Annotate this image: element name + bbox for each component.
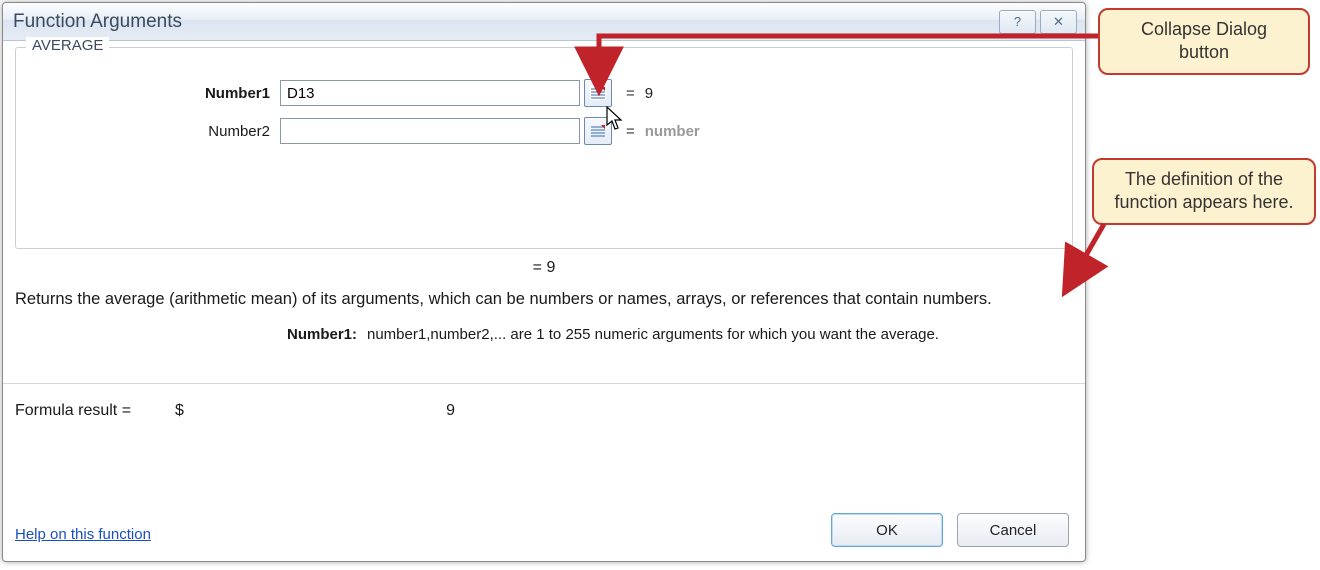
- collapse-dialog-button-2[interactable]: [584, 117, 612, 145]
- formula-result-row: Formula result = $ 9: [15, 402, 1073, 420]
- arg-row-number1: Number1 = 9: [30, 76, 1058, 110]
- collapse-icon: [590, 86, 606, 100]
- help-on-this-function-link[interactable]: Help on this function: [15, 526, 151, 543]
- help-button[interactable]: ?: [999, 10, 1036, 34]
- argument-help-text: number1,number2,... are 1 to 255 numeric…: [367, 326, 1073, 343]
- overall-result-equals: = 9: [15, 259, 1073, 277]
- arg-input-number2[interactable]: [280, 118, 580, 144]
- cancel-button[interactable]: Cancel: [957, 513, 1069, 547]
- dialog-body: AVERAGE Number1: [3, 41, 1085, 561]
- close-icon: ✕: [1053, 14, 1064, 30]
- formula-result-currency: $: [175, 402, 235, 420]
- group-legend: AVERAGE: [26, 37, 109, 54]
- arg-input-number1[interactable]: [280, 80, 580, 106]
- close-button[interactable]: ✕: [1040, 10, 1077, 34]
- callout-line: Collapse Dialog: [1116, 18, 1292, 41]
- argument-help-label: Number1:: [15, 326, 367, 343]
- callout-line: function appears here.: [1110, 191, 1298, 214]
- ok-button[interactable]: OK: [831, 513, 943, 547]
- button-bar: OK Cancel: [831, 513, 1069, 547]
- arg-label-number1: Number1: [30, 85, 280, 102]
- arg-row-number2: Number2 = number: [30, 114, 1058, 148]
- arg-result-number2: number: [645, 123, 700, 140]
- callout-line: The definition of the: [1110, 168, 1298, 191]
- equals-sign: =: [626, 123, 635, 140]
- collapse-dialog-button-1[interactable]: [584, 79, 612, 107]
- callout-definition: The definition of the function appears h…: [1092, 158, 1316, 225]
- equals-sign: =: [626, 85, 635, 102]
- formula-result-value: 9: [235, 402, 495, 420]
- titlebar: Function Arguments ? ✕: [3, 3, 1085, 41]
- dialog-title: Function Arguments: [13, 11, 995, 33]
- function-arguments-dialog: Function Arguments ? ✕ AVERAGE Number1: [2, 2, 1086, 562]
- arg-result-number1: 9: [645, 85, 653, 102]
- formula-result-label: Formula result =: [15, 402, 175, 420]
- callout-line: button: [1116, 41, 1292, 64]
- arg-label-number2: Number2: [30, 123, 280, 140]
- help-icon: ?: [1014, 14, 1021, 29]
- function-description: Returns the average (arithmetic mean) of…: [15, 287, 1073, 312]
- callout-collapse-dialog: Collapse Dialog button: [1098, 8, 1310, 75]
- arguments-group: AVERAGE Number1: [15, 47, 1073, 249]
- argument-help-row: Number1: number1,number2,... are 1 to 25…: [15, 326, 1073, 343]
- separator: [3, 383, 1085, 384]
- collapse-icon: [590, 124, 606, 138]
